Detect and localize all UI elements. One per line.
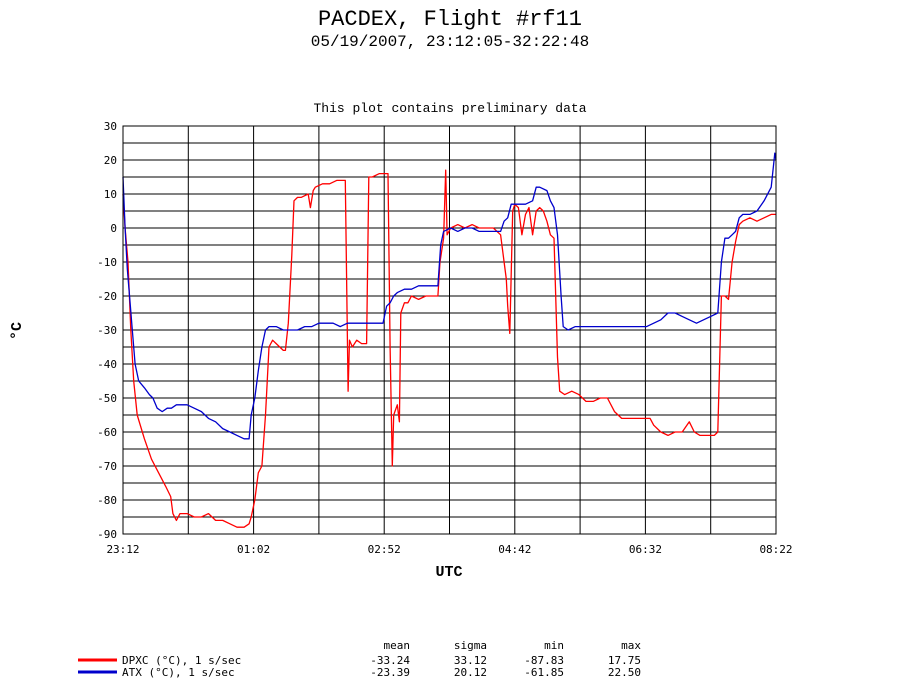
chart-title: PACDEX, Flight #rf11 xyxy=(318,7,582,32)
legend-label-atx: ATX (°C), 1 s/sec xyxy=(122,666,235,679)
y-tick-label: -30 xyxy=(97,324,117,337)
legend-label-dpxc: DPXC (°C), 1 s/sec xyxy=(122,654,241,667)
grid xyxy=(123,126,776,534)
stat-atx-min: -61.85 xyxy=(524,666,564,679)
y-tick-label: 10 xyxy=(104,188,117,201)
series-lines xyxy=(122,152,777,528)
plot-frame xyxy=(122,125,777,535)
stat-dpxc-max: 17.75 xyxy=(608,654,641,667)
stat-atx-mean: -23.39 xyxy=(370,666,410,679)
x-tick-label: 02:52 xyxy=(368,543,401,556)
x-tick-labels: 23:12 01:02 02:52 04:42 06:32 08:22 xyxy=(106,543,792,556)
legend: mean sigma min max DPXC (°C), 1 s/sec -3… xyxy=(78,639,641,679)
y-tick-label: 30 xyxy=(104,120,117,133)
y-tick-label: 0 xyxy=(110,222,117,235)
x-axis-label: UTC xyxy=(435,564,462,581)
stat-atx-max: 22.50 xyxy=(608,666,641,679)
y-tick-label: -60 xyxy=(97,426,117,439)
y-tick-label: -20 xyxy=(97,290,117,303)
y-tick-label: -40 xyxy=(97,358,117,371)
stat-atx-sigma: 20.12 xyxy=(454,666,487,679)
y-tick-label: -10 xyxy=(97,256,117,269)
y-axis-label: °C xyxy=(9,322,26,340)
y-tick-label: -90 xyxy=(97,528,117,541)
chart-subtitle: 05/19/2007, 23:12:05-32:22:48 xyxy=(311,33,589,51)
x-tick-label: 04:42 xyxy=(498,543,531,556)
stats-header-max: max xyxy=(621,639,641,652)
y-tick-labels: 30 20 10 0 -10 -20 -30 -40 -50 -60 -70 -80 -90 xyxy=(97,120,117,541)
y-tick-label: -70 xyxy=(97,460,117,473)
stats-header-mean: mean xyxy=(384,639,411,652)
stat-dpxc-sigma: 33.12 xyxy=(454,654,487,667)
stat-dpxc-mean: -33.24 xyxy=(370,654,410,667)
series-line-atx xyxy=(122,152,777,440)
y-tick-label: 20 xyxy=(104,154,117,167)
chart-annotation: This plot contains preliminary data xyxy=(313,101,586,116)
x-tick-label: 01:02 xyxy=(237,543,270,556)
stats-header-sigma: sigma xyxy=(454,639,487,652)
series-line-dpxc xyxy=(122,169,776,528)
stat-dpxc-min: -87.83 xyxy=(524,654,564,667)
x-tick-label: 23:12 xyxy=(106,543,139,556)
y-tick-label: -80 xyxy=(97,494,117,507)
stats-header-min: min xyxy=(544,639,564,652)
x-tick-label: 06:32 xyxy=(629,543,662,556)
x-tick-label: 08:22 xyxy=(759,543,792,556)
y-tick-label: -50 xyxy=(97,392,117,405)
